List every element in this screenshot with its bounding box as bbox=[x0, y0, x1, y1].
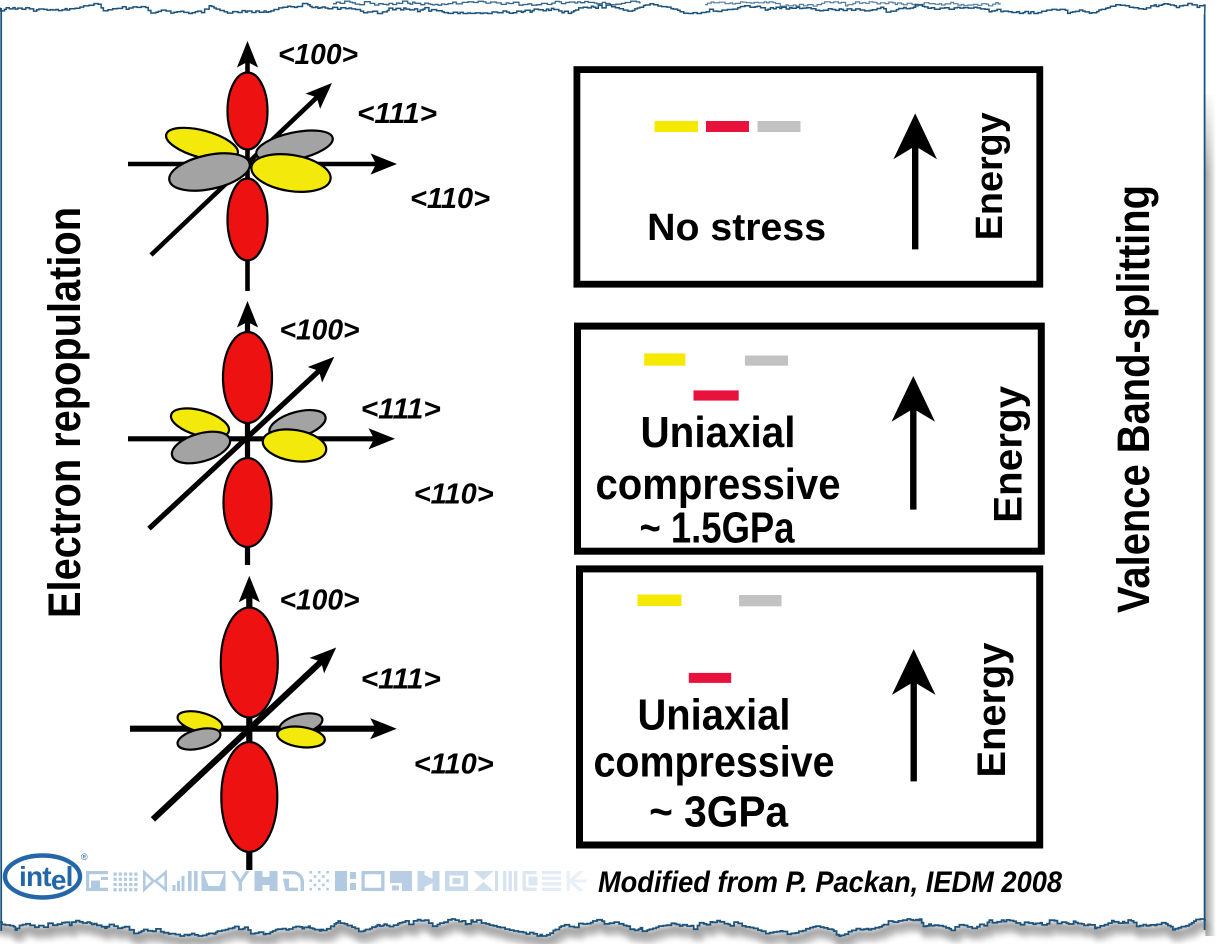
svg-text:<110>: <110> bbox=[414, 749, 494, 781]
svg-text:intel: intel bbox=[19, 861, 73, 896]
svg-text:<111>: <111> bbox=[361, 664, 441, 696]
svg-text:<111>: <111> bbox=[361, 394, 441, 426]
svg-text:<100>: <100> bbox=[280, 585, 360, 617]
svg-text:compressive: compressive bbox=[594, 738, 835, 787]
svg-text:<110>: <110> bbox=[414, 479, 494, 511]
svg-text:Energy: Energy bbox=[987, 385, 1031, 523]
svg-text:®: ® bbox=[81, 852, 88, 862]
svg-text:Energy: Energy bbox=[969, 112, 1011, 240]
svg-text:<110>: <110> bbox=[410, 183, 490, 215]
svg-text:Modified from P. Packan, IEDM: Modified from P. Packan, IEDM 2008 bbox=[598, 866, 1062, 899]
svg-text:Uniaxial: Uniaxial bbox=[641, 408, 796, 457]
svg-text:compressive: compressive bbox=[596, 460, 841, 509]
svg-text:Energy: Energy bbox=[970, 642, 1014, 778]
svg-text:Valence Band-splitting: Valence Band-splitting bbox=[1108, 185, 1159, 613]
svg-text:<100>: <100> bbox=[280, 315, 360, 347]
svg-text:Electron repopulation: Electron repopulation bbox=[39, 207, 90, 618]
svg-text:Uniaxial: Uniaxial bbox=[638, 691, 791, 740]
svg-text:<111>: <111> bbox=[357, 98, 437, 130]
svg-text:~ 3GPa: ~ 3GPa bbox=[649, 788, 788, 837]
svg-text:No stress: No stress bbox=[647, 207, 826, 249]
svg-text:~ 1.5GPa: ~ 1.5GPa bbox=[640, 504, 795, 553]
svg-text:<100>: <100> bbox=[278, 39, 358, 71]
